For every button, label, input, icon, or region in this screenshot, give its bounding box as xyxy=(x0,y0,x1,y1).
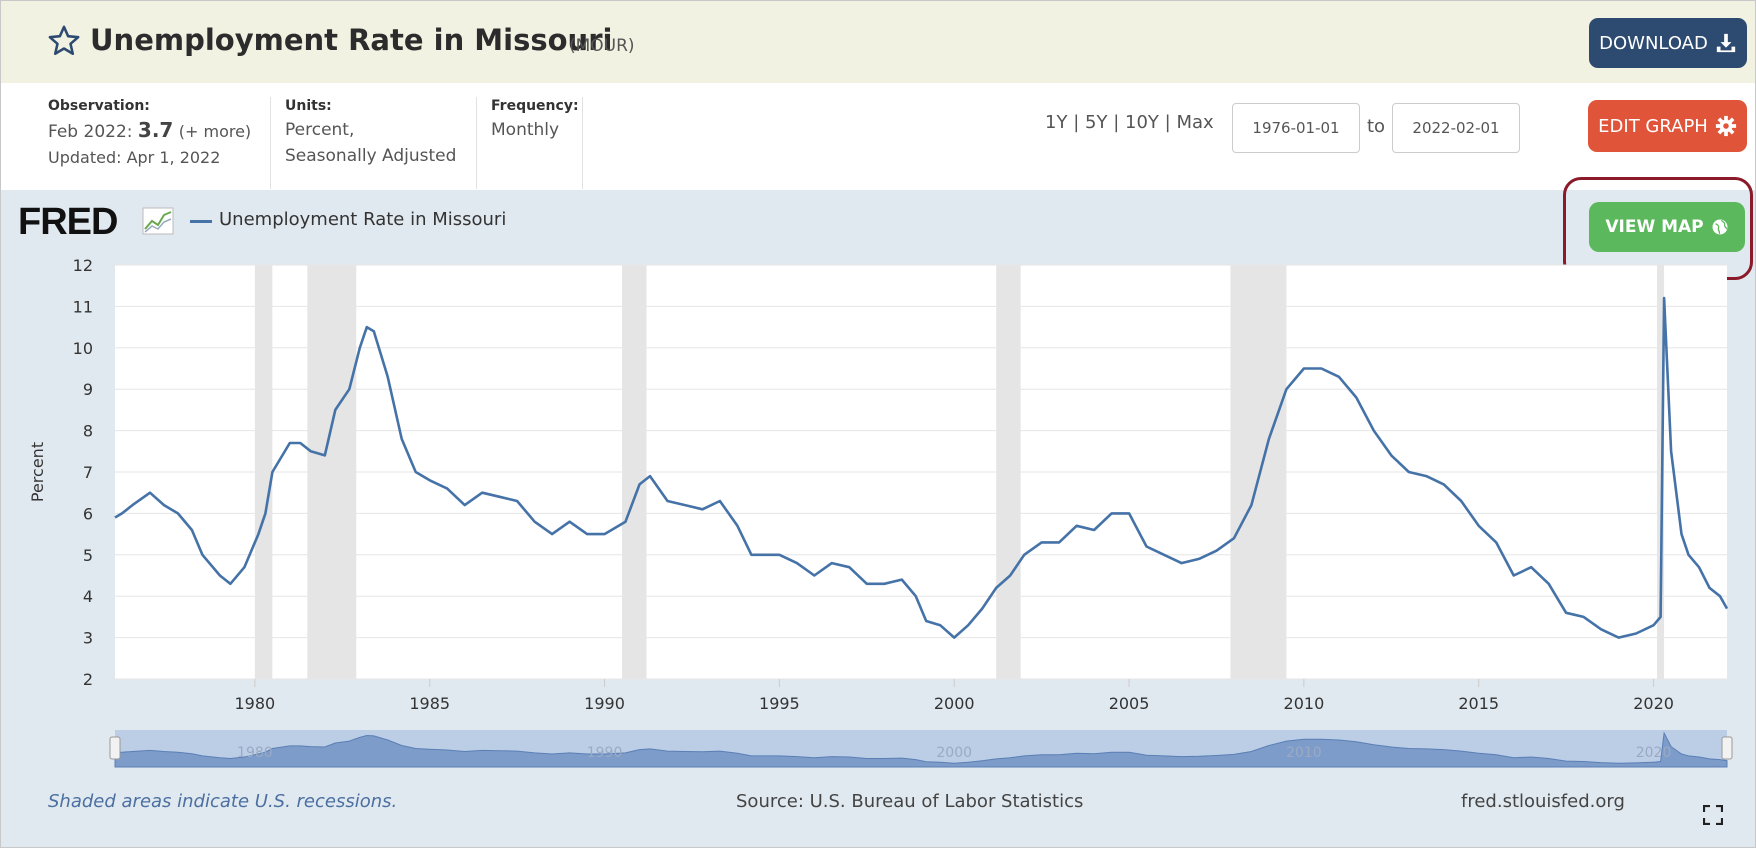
range-10y-link[interactable]: 10Y xyxy=(1125,112,1159,133)
series-id: (MOUR) xyxy=(569,36,635,56)
edit-graph-button[interactable]: EDIT GRAPH xyxy=(1588,100,1747,152)
fred-logo: FRED xyxy=(18,201,118,244)
range-max-link[interactable]: Max xyxy=(1176,112,1214,133)
legend-label: Unemployment Rate in Missouri xyxy=(219,209,507,230)
star-icon[interactable] xyxy=(47,24,81,58)
start-date-input[interactable]: 1976-01-01 xyxy=(1232,103,1360,153)
observation-date: Feb 2022: xyxy=(48,122,133,142)
x-tick-label: 1985 xyxy=(409,694,450,713)
fullscreen-icon[interactable] xyxy=(1703,805,1723,825)
x-tick-label: 2005 xyxy=(1109,694,1150,713)
y-tick-label: 4 xyxy=(83,587,93,606)
frequency-block: Frequency: Monthly xyxy=(491,97,579,143)
y-tick-label: 6 xyxy=(83,504,93,523)
page-title: Unemployment Rate in Missouri xyxy=(90,23,613,57)
x-tick-label: 2020 xyxy=(1633,694,1674,713)
units-line2: Seasonally Adjusted xyxy=(285,146,457,166)
title-bar: Unemployment Rate in Missouri (MOUR) DOW… xyxy=(1,1,1755,83)
range-5y-link[interactable]: 5Y xyxy=(1085,112,1108,133)
range-separator: | xyxy=(1073,112,1080,133)
fred-logo-text: FRED xyxy=(18,201,118,243)
y-tick-label: 11 xyxy=(73,297,93,316)
navigator-handle[interactable] xyxy=(1721,736,1733,760)
legend-swatch xyxy=(190,220,212,223)
range-separator: | xyxy=(1113,112,1120,133)
to-label: to xyxy=(1367,116,1386,137)
globe-icon xyxy=(1712,219,1728,235)
units-label: Units: xyxy=(285,98,332,114)
view-map-button[interactable]: VIEW MAP xyxy=(1589,202,1745,252)
x-tick-label: 1995 xyxy=(759,694,800,713)
units-block: Units: Percent, Seasonally Adjusted xyxy=(285,97,456,169)
end-date-input[interactable]: 2022-02-01 xyxy=(1392,103,1520,153)
recession-note: Shaded areas indicate U.S. recessions. xyxy=(48,791,398,812)
range-1y-link[interactable]: 1Y xyxy=(1045,112,1068,133)
fred-logo-graph-icon xyxy=(142,207,174,235)
navigator-series xyxy=(114,731,1728,768)
divider xyxy=(582,97,583,189)
view-map-label: VIEW MAP xyxy=(1605,217,1704,237)
observation-label: Observation: xyxy=(48,98,150,114)
y-tick-label: 9 xyxy=(83,380,93,399)
units-line1: Percent, xyxy=(285,120,355,140)
divider xyxy=(270,97,271,189)
y-tick-label: 8 xyxy=(83,422,93,441)
divider xyxy=(476,97,477,189)
download-icon xyxy=(1716,33,1736,53)
x-tick-label: 2015 xyxy=(1458,694,1499,713)
navigator-label: 2000 xyxy=(936,745,972,761)
edit-graph-label: EDIT GRAPH xyxy=(1598,115,1708,137)
navigator-label: 2020 xyxy=(1636,745,1672,761)
frequency-value: Monthly xyxy=(491,120,560,140)
y-tick-label: 5 xyxy=(83,546,93,565)
navigator-handle[interactable] xyxy=(109,736,121,760)
y-axis-label: Percent xyxy=(28,442,47,502)
range-selector: 1Y | 5Y | 10Y | Max xyxy=(1045,112,1214,133)
y-tick-label: 7 xyxy=(83,463,93,482)
y-tick-label: 10 xyxy=(73,339,93,358)
observation-block: Observation: Feb 2022: 3.7 (+ more) Upda… xyxy=(48,97,251,171)
gear-icon xyxy=(1715,115,1736,137)
x-tick-label: 1990 xyxy=(584,694,625,713)
x-tick-label: 2010 xyxy=(1284,694,1325,713)
series-line xyxy=(114,296,1729,639)
y-tick-label: 2 xyxy=(83,670,93,689)
y-tick-label: 12 xyxy=(73,256,93,275)
updated-date: Updated: Apr 1, 2022 xyxy=(48,148,221,167)
download-button[interactable]: DOWNLOAD xyxy=(1589,18,1747,68)
range-separator: | xyxy=(1164,112,1171,133)
observation-more-link[interactable]: (+ more) xyxy=(178,122,252,141)
navigator-label: 1980 xyxy=(237,745,273,761)
source-text: Source: U.S. Bureau of Labor Statistics xyxy=(736,791,1084,812)
navigator-label: 1990 xyxy=(587,745,623,761)
url-text[interactable]: fred.stlouisfed.org xyxy=(1461,791,1625,812)
y-tick-label: 3 xyxy=(83,629,93,648)
observation-value: 3.7 xyxy=(137,118,174,142)
x-tick-label: 1980 xyxy=(235,694,276,713)
x-tick-label: 2000 xyxy=(934,694,975,713)
navigator-label: 2010 xyxy=(1286,745,1322,761)
download-label: DOWNLOAD xyxy=(1599,32,1708,54)
frequency-label: Frequency: xyxy=(491,98,579,114)
